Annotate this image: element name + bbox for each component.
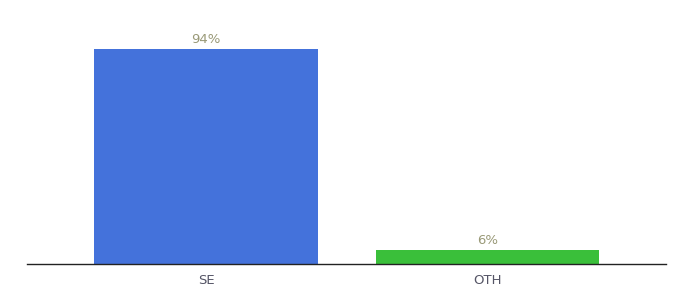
Bar	[95, 49, 318, 264]
Bar	[375, 250, 599, 264]
Text: 94%: 94%	[192, 33, 221, 46]
Text: 6%: 6%	[477, 234, 498, 247]
